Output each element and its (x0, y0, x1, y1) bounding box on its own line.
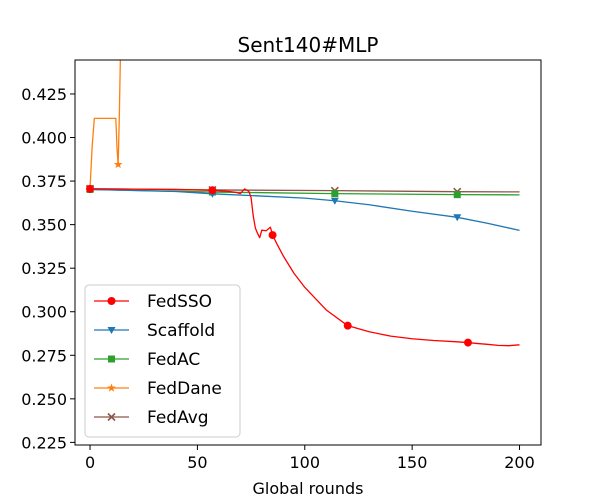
legend-label: FedSSO (147, 292, 212, 312)
series-line-feddane (89, 60, 122, 189)
y-tick-label: 0.400 (21, 129, 67, 148)
x-tick-label: 100 (290, 453, 321, 472)
legend-item-fedac: FedAC (94, 350, 200, 370)
y-tick-label: 0.350 (21, 216, 67, 235)
data-point-fedsso (343, 321, 352, 330)
y-tick-label: 0.300 (21, 303, 67, 322)
legend: FedSSO Scaffold FedAC FedDane FedAvg (84, 284, 241, 438)
legend-box (84, 284, 241, 438)
series-line-scaffold (90, 188, 520, 232)
data-point-scaffold (330, 197, 339, 205)
legend-marker (107, 383, 116, 392)
legend-label: FedDane (147, 379, 222, 399)
data-point-fedsso (268, 231, 277, 240)
data-point-feddane (113, 160, 123, 169)
legend-marker (107, 327, 116, 334)
y-tick-label: 0.250 (21, 390, 67, 409)
legend-item-scaffold: Scaffold (94, 321, 215, 341)
legend-marker (108, 355, 115, 363)
chart-title: Sent140#MLP (238, 33, 379, 57)
x-tick-label: 150 (397, 453, 428, 472)
data-point-fedsso (86, 184, 95, 193)
legend-item-feddane: FedDane (94, 379, 222, 399)
data-point-feddane (479, 46, 488, 54)
x-tick-label: 0 (85, 453, 95, 472)
data-point-fedac (453, 191, 461, 199)
legend-item-fedavg: FedAvg (94, 408, 209, 428)
legend-label: Scaffold (147, 321, 215, 341)
y-tick-label: 0.375 (21, 172, 67, 191)
x-axis-label: Global rounds (253, 479, 364, 498)
legend-item-fedsso: FedSSO (94, 292, 212, 312)
series-feddane (85, 46, 488, 192)
series-line-fedsso (90, 188, 520, 347)
y-tick-label: 0.275 (21, 346, 67, 365)
series-fedac (86, 185, 520, 199)
y-tick-label: 0.225 (21, 433, 67, 452)
x-tick-label: 50 (187, 453, 207, 472)
y-tick-label: 0.425 (21, 85, 67, 104)
legend-marker (107, 297, 116, 305)
legend-label: FedAC (147, 350, 200, 370)
data-point-fedac (331, 190, 339, 198)
legend-label: FedAvg (147, 408, 209, 428)
legend-marker (107, 412, 116, 422)
data-point-scaffold (453, 214, 462, 222)
data-point-feddane (116, 46, 125, 54)
y-tick-label: 0.325 (21, 259, 67, 278)
data-point-fedsso (463, 338, 472, 347)
x-tick-label: 200 (504, 453, 535, 472)
series-fedsso (86, 184, 520, 347)
plot-frame (74, 59, 542, 446)
data-point-fedsso (208, 186, 217, 195)
